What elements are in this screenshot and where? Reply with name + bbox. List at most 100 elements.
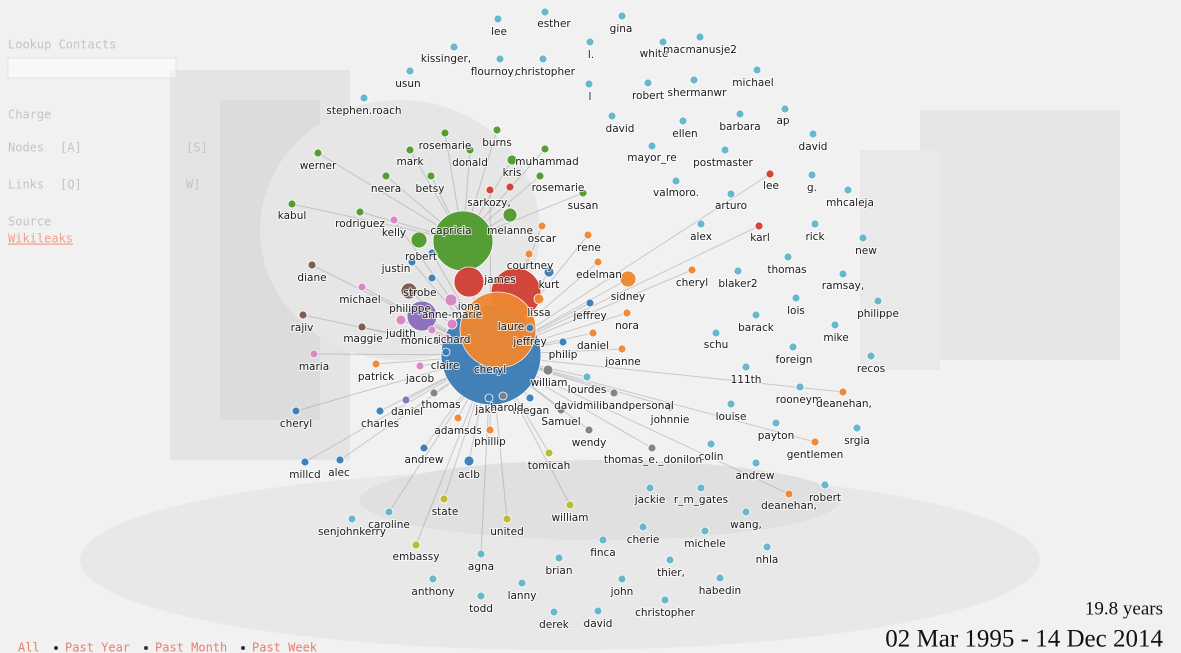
node[interactable] [419, 443, 429, 453]
node[interactable] [647, 443, 657, 453]
node[interactable] [538, 54, 548, 64]
node[interactable] [540, 144, 550, 154]
node[interactable] [524, 249, 534, 259]
node[interactable] [357, 322, 367, 332]
node[interactable] [371, 359, 381, 369]
node[interactable] [647, 141, 657, 151]
time-filter[interactable]: Past Year [65, 641, 130, 653]
node[interactable] [696, 219, 706, 229]
node[interactable] [593, 257, 603, 267]
node[interactable] [525, 393, 535, 403]
node[interactable] [852, 423, 862, 433]
node[interactable] [843, 185, 853, 195]
node[interactable] [543, 266, 555, 278]
node[interactable] [671, 176, 681, 186]
node[interactable] [617, 11, 627, 21]
node[interactable] [689, 75, 699, 85]
links-key[interactable]: [Q] [60, 178, 82, 192]
node[interactable] [542, 364, 554, 376]
node[interactable] [593, 606, 603, 616]
node[interactable] [389, 215, 399, 225]
node[interactable] [444, 293, 458, 307]
node[interactable] [287, 199, 297, 209]
node[interactable] [751, 310, 761, 320]
node[interactable] [381, 171, 391, 181]
node[interactable] [765, 169, 775, 179]
node[interactable] [584, 79, 594, 89]
node[interactable] [411, 540, 421, 550]
node[interactable] [558, 337, 568, 347]
node[interactable] [442, 333, 452, 343]
node[interactable] [678, 116, 688, 126]
node[interactable] [695, 32, 705, 42]
node[interactable] [439, 494, 449, 504]
node[interactable] [609, 388, 619, 398]
node[interactable] [517, 578, 527, 588]
node[interactable] [359, 93, 369, 103]
node[interactable] [441, 347, 451, 357]
node[interactable] [347, 514, 357, 524]
node[interactable] [607, 111, 617, 121]
node[interactable] [788, 342, 798, 352]
node[interactable] [807, 170, 817, 180]
node[interactable] [395, 314, 407, 326]
node[interactable] [771, 418, 781, 428]
node[interactable] [401, 395, 411, 405]
nodes-key[interactable]: [A] [60, 141, 82, 155]
node[interactable] [585, 298, 595, 308]
node[interactable] [492, 125, 502, 135]
node[interactable] [432, 210, 494, 272]
node[interactable] [783, 252, 793, 262]
node[interactable] [565, 500, 575, 510]
node[interactable] [665, 402, 675, 412]
node[interactable] [544, 448, 554, 458]
node[interactable] [407, 257, 417, 267]
node[interactable] [502, 514, 512, 524]
node[interactable] [784, 489, 794, 499]
node[interactable] [795, 382, 805, 392]
node[interactable] [484, 393, 494, 403]
node[interactable] [838, 387, 848, 397]
node[interactable] [810, 219, 820, 229]
source-link[interactable]: Wikileaks [8, 232, 73, 246]
node[interactable] [446, 318, 458, 330]
node[interactable] [506, 154, 518, 166]
node[interactable] [355, 207, 365, 217]
node[interactable] [309, 349, 319, 359]
links-key[interactable]: W] [186, 178, 200, 192]
node[interactable] [357, 282, 367, 292]
node[interactable] [498, 391, 508, 401]
node[interactable] [830, 320, 840, 330]
node[interactable] [537, 221, 547, 231]
node[interactable] [584, 425, 594, 435]
node[interactable] [706, 439, 716, 449]
node[interactable] [808, 129, 818, 139]
node[interactable] [598, 535, 608, 545]
node[interactable] [838, 269, 848, 279]
node[interactable] [406, 300, 438, 332]
node[interactable] [410, 231, 428, 249]
node[interactable] [459, 291, 537, 369]
node[interactable] [554, 553, 564, 563]
node[interactable] [751, 458, 761, 468]
node[interactable] [505, 182, 515, 192]
node[interactable] [726, 399, 736, 409]
node[interactable] [291, 406, 301, 416]
nodes-key[interactable]: [S] [186, 141, 208, 155]
node[interactable] [711, 328, 721, 338]
node[interactable] [741, 507, 751, 517]
node[interactable] [502, 207, 518, 223]
node[interactable] [700, 526, 710, 536]
node[interactable] [754, 221, 764, 231]
node[interactable] [820, 480, 830, 490]
node[interactable] [715, 573, 725, 583]
node[interactable] [453, 266, 485, 298]
node[interactable] [476, 591, 486, 601]
node[interactable] [617, 344, 627, 354]
node[interactable] [658, 37, 668, 47]
node[interactable] [493, 14, 503, 24]
node[interactable] [427, 248, 437, 258]
time-filter[interactable]: All [18, 641, 40, 653]
node[interactable] [427, 325, 437, 335]
node[interactable] [619, 270, 637, 288]
